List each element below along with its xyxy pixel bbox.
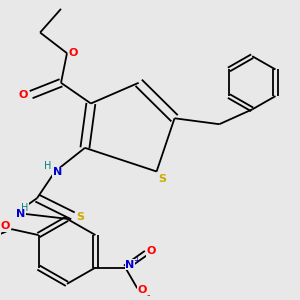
- Text: N: N: [53, 167, 62, 177]
- Text: O: O: [69, 48, 78, 58]
- Text: S: S: [159, 174, 167, 184]
- Text: O: O: [19, 90, 28, 100]
- Text: -: -: [147, 290, 150, 300]
- Text: N: N: [16, 209, 25, 219]
- Text: O: O: [147, 246, 156, 256]
- Text: N: N: [125, 260, 134, 270]
- Text: +: +: [133, 256, 140, 265]
- Text: O: O: [1, 221, 10, 231]
- Text: S: S: [76, 212, 84, 222]
- Text: H: H: [44, 161, 51, 171]
- Text: O: O: [138, 285, 147, 295]
- Text: H: H: [21, 202, 28, 213]
